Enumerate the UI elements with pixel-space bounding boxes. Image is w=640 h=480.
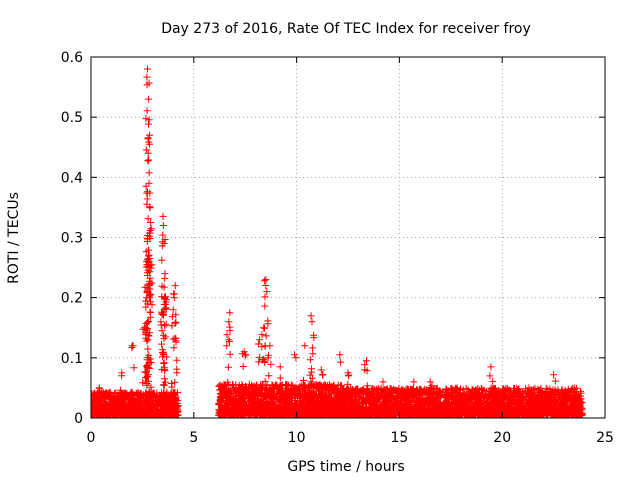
y-tick-label: 0.4 [61, 170, 83, 186]
x-tick-label: 20 [493, 430, 511, 446]
x-tick-label: 25 [596, 430, 614, 446]
y-tick-label: 0 [74, 411, 83, 427]
x-tick-label: 0 [87, 430, 96, 446]
x-axis-title: GPS time / hours [287, 459, 404, 475]
roti-series-markers [91, 65, 586, 418]
x-tick-label: 5 [189, 430, 198, 446]
x-tick-label: 10 [288, 430, 306, 446]
axis-ticks: 0 5 10 15 20 25 0 0.1 0.2 0.3 0.4 0.5 0.6 [61, 50, 614, 446]
x-tick-label: 15 [390, 430, 408, 446]
y-tick-label: 0.5 [61, 110, 83, 126]
chart-title: Day 273 of 2016, Rate Of TEC Index for r… [161, 21, 531, 37]
y-tick-label: 0.3 [61, 231, 83, 247]
y-tick-label: 0.2 [61, 291, 83, 307]
data-points [91, 65, 586, 418]
grid-lines [91, 57, 605, 418]
y-tick-label: 0.1 [61, 351, 83, 367]
y-axis-title: ROTI / TECUs [6, 192, 22, 284]
y-tick-label: 0.6 [61, 50, 83, 66]
